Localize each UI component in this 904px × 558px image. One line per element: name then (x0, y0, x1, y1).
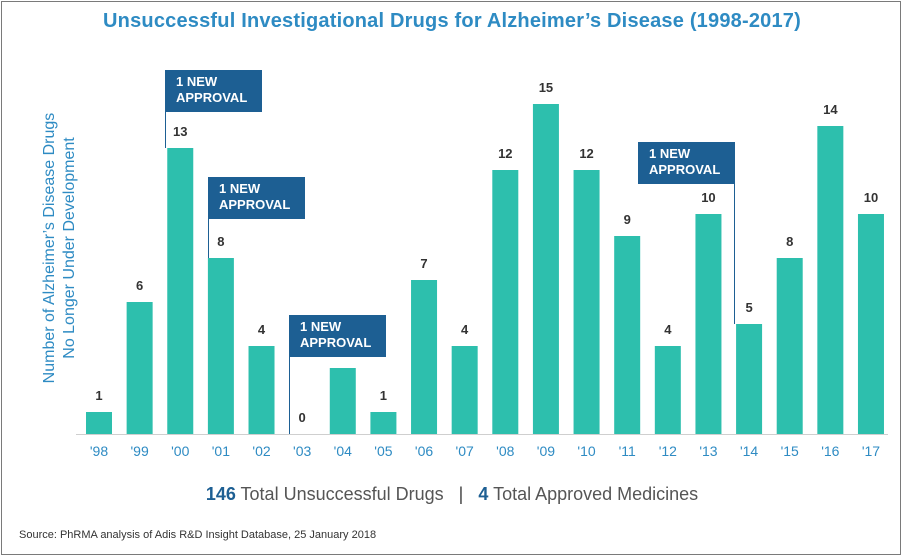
bar-10 (573, 170, 600, 434)
bar-06 (411, 280, 438, 434)
bar-00 (167, 148, 194, 434)
summary-separator: | (458, 484, 464, 504)
bar-01 (207, 258, 234, 434)
bar-04 (329, 368, 356, 434)
bar-12 (654, 346, 681, 434)
data-label-10: 12 (579, 146, 593, 161)
data-label-14: 5 (745, 300, 752, 315)
data-label-11: 9 (624, 212, 631, 227)
x-tick-13: '13 (699, 443, 717, 459)
x-tick-00: '00 (171, 443, 189, 459)
x-tick-01: '01 (212, 443, 230, 459)
bar-07 (451, 346, 478, 434)
data-label-01: 8 (217, 234, 224, 249)
bar-14 (736, 324, 763, 434)
bar-09 (532, 104, 559, 434)
annotation-text-14-2: APPROVAL (649, 162, 720, 177)
bar-13 (695, 214, 722, 434)
source-note: Source: PhRMA analysis of Adis R&D Insig… (19, 529, 377, 541)
x-tick-11: '11 (619, 443, 636, 459)
data-label-16: 14 (823, 102, 838, 117)
annotation-text-00-2: APPROVAL (176, 90, 247, 105)
x-tick-07: '07 (456, 443, 474, 459)
x-tick-09: '09 (537, 443, 555, 459)
unsuccessful-label: Total Unsuccessful Drugs (240, 484, 444, 504)
x-tick-02: '02 (252, 443, 270, 459)
data-label-15: 8 (786, 234, 793, 249)
bar-05 (370, 412, 397, 434)
x-tick-17: '17 (862, 443, 880, 459)
annotation-box-14 (638, 142, 735, 184)
annotation-text-03-2: APPROVAL (300, 335, 371, 350)
x-tick-03: '03 (293, 443, 311, 459)
bar-11 (614, 236, 641, 434)
annotation-box-00 (165, 70, 262, 112)
data-label-03: 0 (299, 410, 306, 425)
x-tick-14: '14 (740, 443, 758, 459)
x-tick-10: '10 (577, 443, 595, 459)
x-tick-04: '04 (334, 443, 352, 459)
bar-02 (248, 346, 275, 434)
data-label-98: 1 (95, 388, 102, 403)
bar-15 (776, 258, 803, 434)
data-label-06: 7 (420, 256, 427, 271)
bar-99 (126, 302, 153, 434)
data-label-12: 4 (664, 322, 672, 337)
data-label-13: 10 (701, 190, 715, 205)
data-label-17: 10 (864, 190, 878, 205)
x-tick-98: '98 (90, 443, 108, 459)
bar-98 (86, 412, 112, 434)
x-tick-06: '06 (415, 443, 433, 459)
annotation-text-03-1: 1 NEW (300, 319, 342, 334)
totals-summary: 146 Total Unsuccessful Drugs | 4 Total A… (0, 484, 904, 505)
annotation-box-01 (208, 177, 305, 219)
approved-count: 4 (478, 484, 489, 504)
annotation-text-14-1: 1 NEW (649, 146, 691, 161)
bar-17 (857, 214, 884, 434)
data-label-08: 12 (498, 146, 512, 161)
chart-title: Unsuccessful Investigational Drugs for A… (103, 10, 801, 32)
x-tick-05: '05 (374, 443, 392, 459)
data-label-09: 15 (539, 80, 553, 95)
data-label-00: 13 (173, 124, 187, 139)
data-label-02: 4 (258, 322, 266, 337)
annotation-box-03 (289, 315, 386, 357)
x-tick-12: '12 (659, 443, 677, 459)
data-label-99: 6 (136, 278, 143, 293)
x-tick-99: '99 (131, 443, 149, 459)
annotation-text-01-1: 1 NEW (219, 181, 261, 196)
bar-16 (817, 126, 844, 434)
annotation-text-01-2: APPROVAL (219, 197, 290, 212)
approved-label: Total Approved Medicines (493, 484, 699, 504)
annotation-text-00-1: 1 NEW (176, 74, 218, 89)
unsuccessful-count: 146 (205, 484, 236, 504)
data-label-07: 4 (461, 322, 469, 337)
x-tick-15: '15 (781, 443, 799, 459)
x-tick-08: '08 (496, 443, 514, 459)
bar-08 (492, 170, 519, 434)
x-tick-16: '16 (821, 443, 839, 459)
data-label-05: 1 (380, 388, 387, 403)
